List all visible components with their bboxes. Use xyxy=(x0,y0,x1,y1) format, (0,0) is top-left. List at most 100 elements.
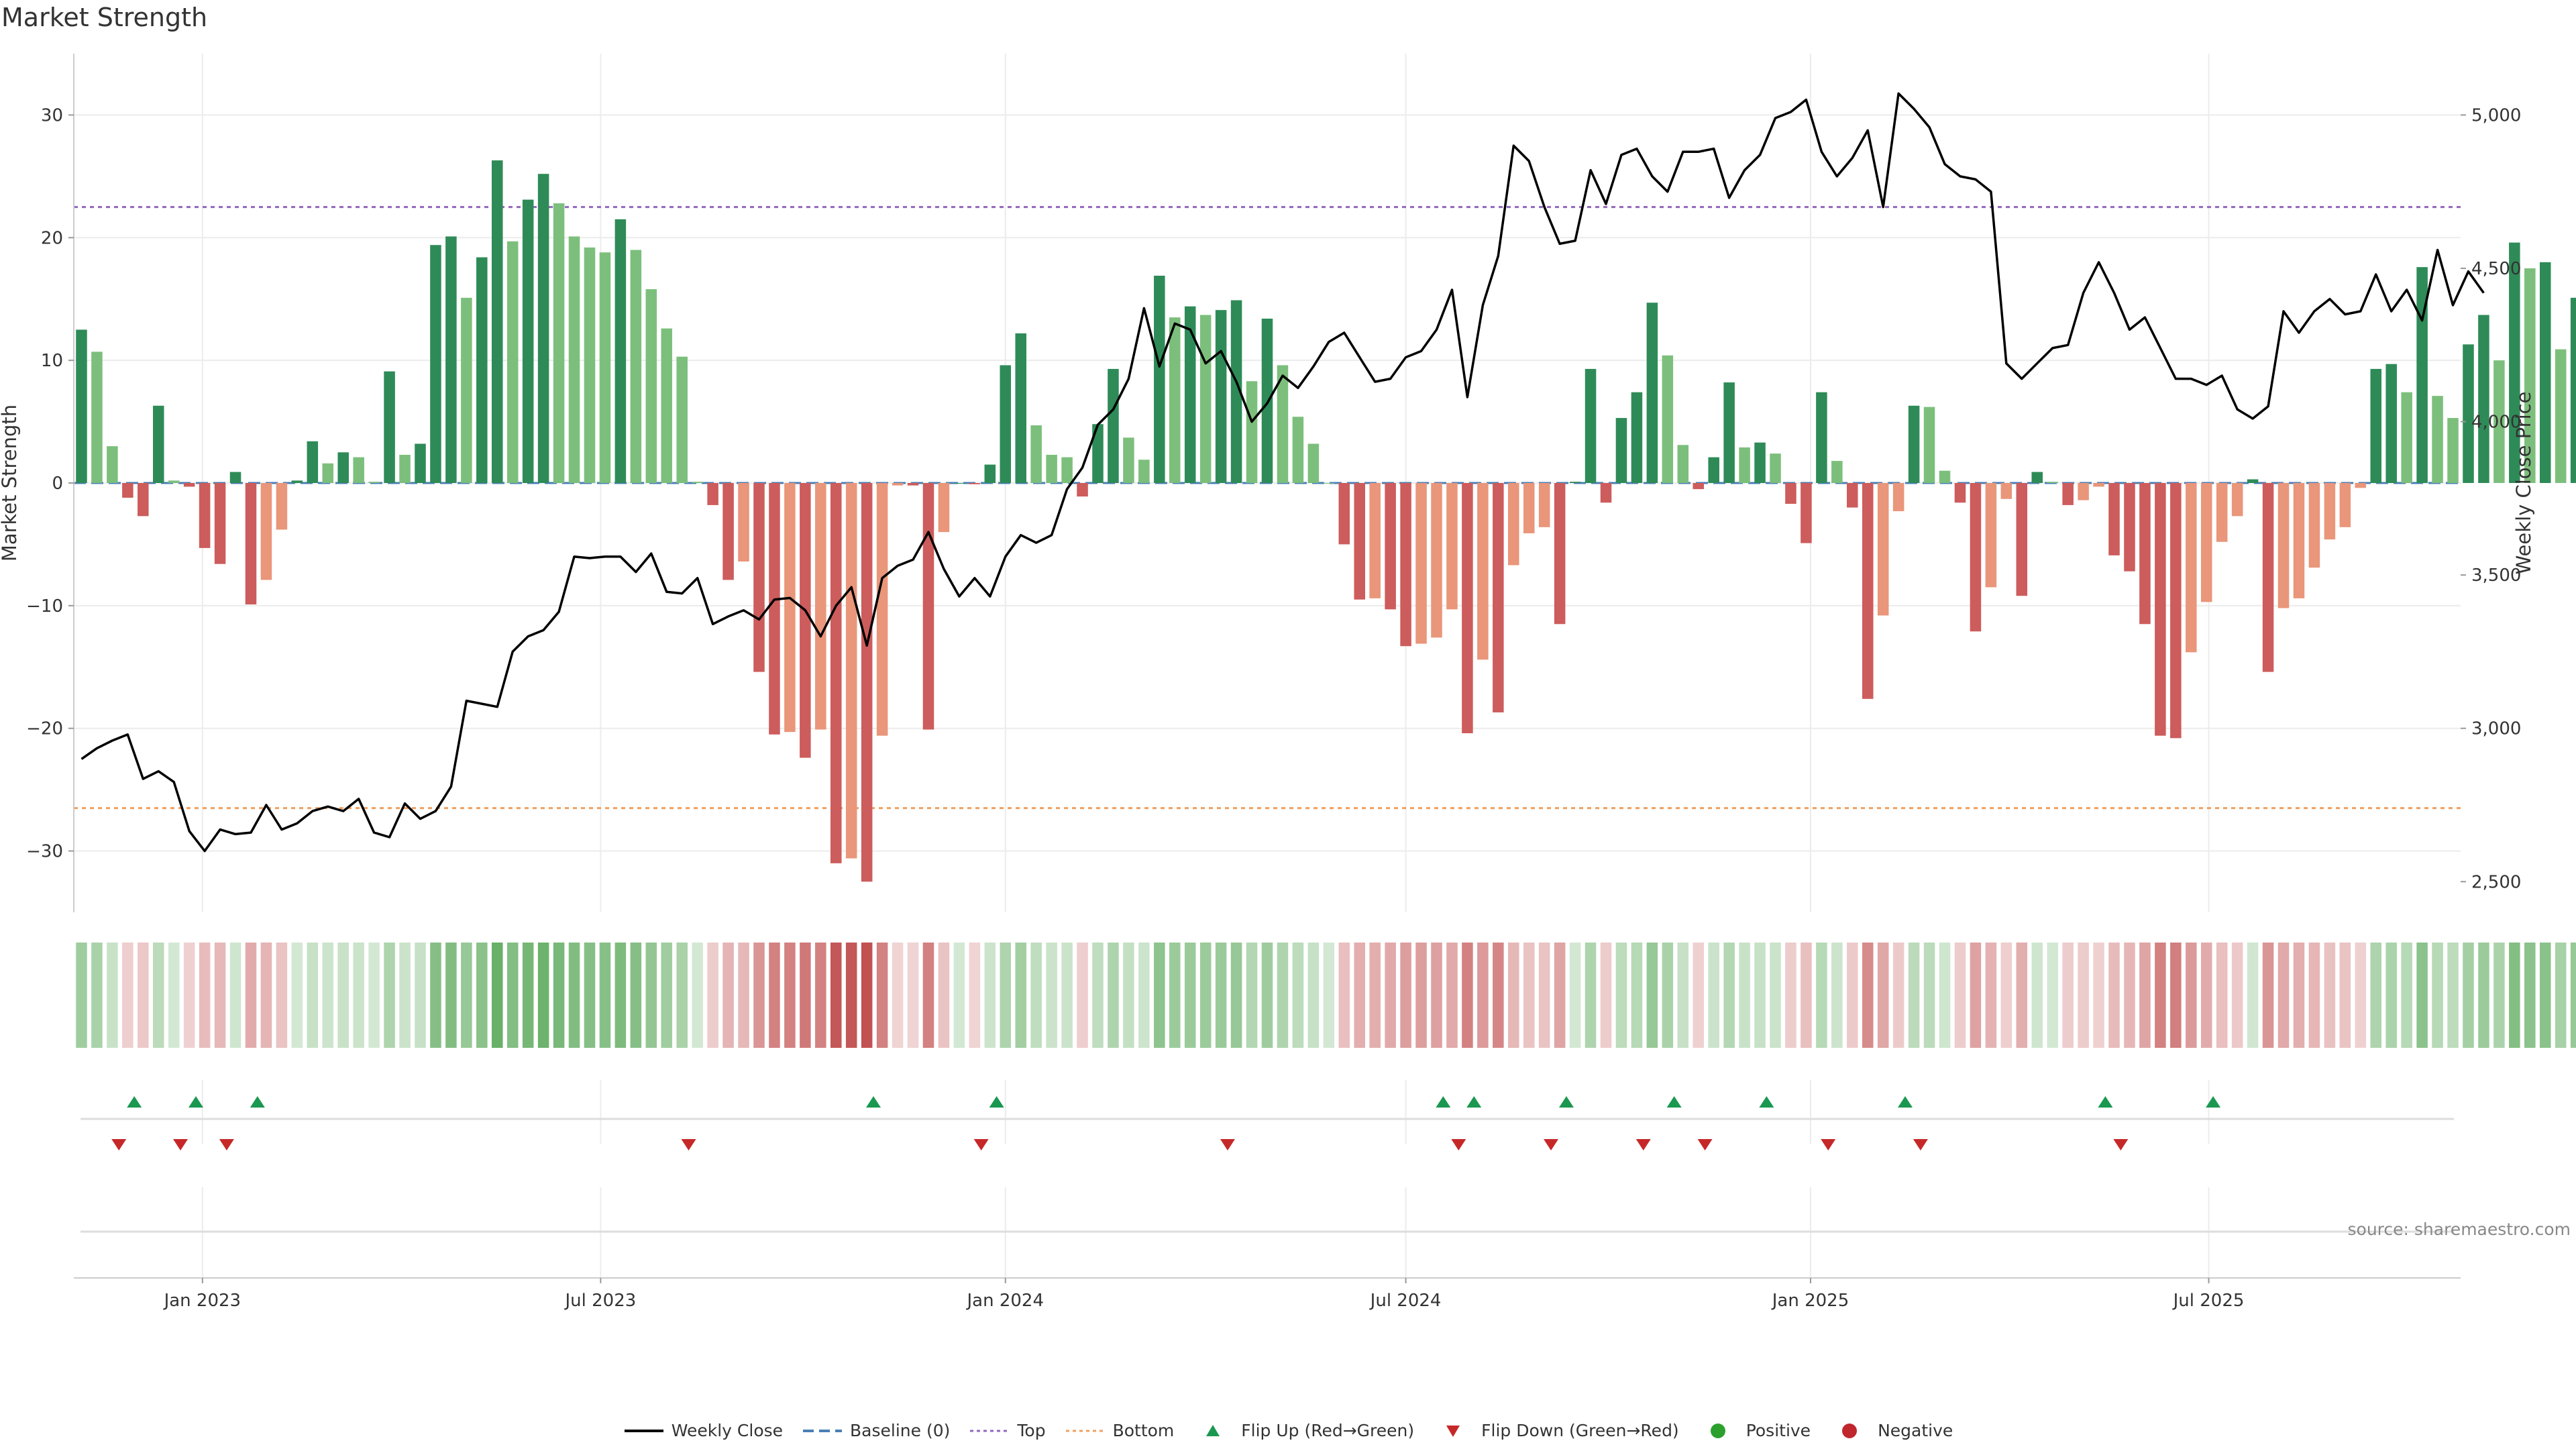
legend-label: Positive xyxy=(1746,1421,1811,1440)
strength-bar xyxy=(461,297,472,483)
heat-strip-cell xyxy=(245,943,257,1048)
flip-down-marker xyxy=(973,1139,989,1150)
legend-item: Flip Up (Red→Green) xyxy=(1193,1421,1414,1440)
heat-strip-cell xyxy=(645,943,657,1048)
heat-strip-cell xyxy=(384,943,395,1048)
strength-bar xyxy=(1569,482,1581,483)
strength-bar xyxy=(1538,483,1550,527)
legend-swatch-icon xyxy=(1206,1424,1220,1436)
strength-bar xyxy=(1785,483,1796,504)
grid xyxy=(74,54,2461,1278)
strength-bar xyxy=(537,174,549,483)
strength-bar xyxy=(122,483,133,498)
strength-bar xyxy=(2385,364,2397,483)
heat-strip-cell xyxy=(260,943,272,1048)
flip-up-marker xyxy=(2098,1096,2113,1108)
heat-strip-cell xyxy=(2447,943,2459,1048)
heat-strip-cell xyxy=(1892,943,1904,1048)
strength-bar xyxy=(2416,267,2428,483)
strength-bar xyxy=(1939,470,1951,483)
strength-bar xyxy=(1123,437,1134,483)
flip-up-marker xyxy=(866,1096,881,1108)
strength-bar xyxy=(645,289,657,483)
strength-bar xyxy=(722,483,734,580)
legend-label: Top xyxy=(1017,1421,1046,1440)
flip-up-marker xyxy=(1466,1096,1482,1108)
heat-strip-cell xyxy=(138,943,149,1048)
strength-bar xyxy=(1199,315,1212,483)
strength-bar xyxy=(1708,457,1719,483)
heat-strip-cell xyxy=(2108,943,2120,1048)
heat-strip-cell xyxy=(553,943,565,1048)
heat-strip-cell xyxy=(2155,943,2166,1048)
strength-bar xyxy=(1862,483,1874,699)
heat-strip-cell xyxy=(984,943,996,1048)
heat-strip-cell xyxy=(522,943,534,1048)
heat-strip-cell xyxy=(1446,943,1458,1048)
legend-swatch-icon xyxy=(1842,1423,1858,1438)
heat-strip-cell xyxy=(152,943,164,1048)
strength-bar xyxy=(784,483,796,733)
heat-strip-cell xyxy=(800,943,811,1048)
legend-label: Bottom xyxy=(1112,1421,1175,1440)
y-tick-label: 20 xyxy=(41,228,63,248)
legend-swatch-icon xyxy=(624,1429,663,1432)
legend-item: Bottom xyxy=(1065,1421,1175,1440)
heat-strip-cell xyxy=(322,943,334,1048)
heat-strip-cell xyxy=(1338,943,1350,1048)
flip-down-marker xyxy=(1451,1139,1466,1150)
heat-strip-cell xyxy=(1569,943,1581,1048)
flip-down-marker xyxy=(681,1139,696,1150)
heat-strip-cell xyxy=(2139,943,2151,1048)
strength-bar xyxy=(1338,483,1350,545)
heat-strip-cell xyxy=(922,943,934,1048)
heat-strip-cell xyxy=(214,943,226,1048)
strength-bar xyxy=(353,457,364,483)
heat-strip-cell xyxy=(1077,943,1088,1048)
strength-bar xyxy=(2170,483,2182,739)
strength-bar xyxy=(830,483,842,863)
strength-bar xyxy=(2570,297,2576,483)
strength-bar xyxy=(630,250,642,483)
flip-down-marker xyxy=(1544,1139,1559,1150)
strength-bar xyxy=(1477,483,1489,660)
heat-strip-cell xyxy=(276,943,288,1048)
strength-bar xyxy=(1923,407,1935,483)
heat-strip-cell xyxy=(568,943,580,1048)
x-tick-label: Jul 2024 xyxy=(1369,1291,1442,1311)
heat-strip-cell xyxy=(1199,943,1212,1048)
strength-bar xyxy=(2324,483,2336,540)
strength-bar xyxy=(892,483,904,486)
heat-strip-cell xyxy=(692,943,703,1048)
heat-strip-cell xyxy=(2047,943,2058,1048)
strength-bar xyxy=(506,241,519,483)
strength-bar xyxy=(1801,483,1812,543)
strength-bar xyxy=(584,247,596,483)
heat-strip-cell xyxy=(2555,943,2567,1048)
strength-bar xyxy=(2108,483,2120,555)
heat-strip-cell xyxy=(1877,943,1889,1048)
strength-bar xyxy=(322,463,334,483)
heat-strip-cell xyxy=(2247,943,2259,1048)
heat-strip-cell xyxy=(599,943,611,1048)
strength-bar xyxy=(1030,425,1042,483)
axes: 30 20 10 0 −10 −20 −30 5,000 4,500 4,000 3,500 3,00… xyxy=(26,54,2521,1311)
heat-strip-cell xyxy=(1770,943,1781,1048)
strength-bar xyxy=(1831,461,1843,483)
strength-bar xyxy=(2293,483,2305,598)
heat-strip-cell xyxy=(1184,943,1196,1048)
heat-strip-cell xyxy=(1816,943,1827,1048)
heat-strip-cell xyxy=(476,943,488,1048)
heat-strip-cell xyxy=(291,943,303,1048)
heat-strip-cell xyxy=(1477,943,1489,1048)
strength-bar xyxy=(661,328,673,483)
flip-up-marker xyxy=(1759,1096,1774,1108)
heat-strip-cell xyxy=(1908,943,1920,1048)
heat-strip-cell xyxy=(1785,943,1796,1048)
flip-down-marker xyxy=(1635,1139,1651,1150)
strength-bar xyxy=(245,483,257,605)
strength-bar xyxy=(845,483,857,859)
strength-bar xyxy=(769,483,780,735)
strength-bar xyxy=(907,483,919,486)
heat-strip-cell xyxy=(2031,943,2043,1048)
